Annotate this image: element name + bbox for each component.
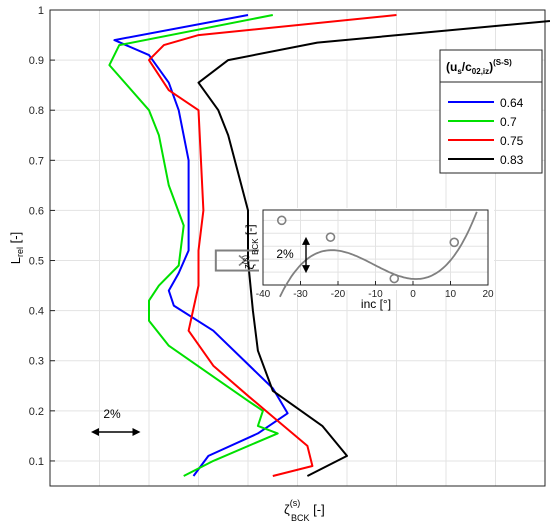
inset-series — [276, 211, 478, 298]
inset-x-ticks: -40 -30 -20 -10 0 10 20 — [256, 281, 494, 300]
legend-label: 0.64 — [500, 96, 524, 110]
inset-y-label-sub: BCK — [251, 238, 260, 255]
main-x-label-sub: BCK — [291, 513, 310, 523]
main-y-label-sub: rel — [15, 247, 25, 257]
inset-x-tick-label: 20 — [482, 289, 494, 300]
inset-data-marker — [325, 232, 336, 242]
main-y-tick-label: 0.8 — [29, 105, 44, 117]
inset-fit-curve — [279, 211, 478, 298]
main-axes-frame — [49, 9, 546, 487]
inset-background — [259, 208, 494, 290]
main-y-tick-label: 0.5 — [29, 256, 44, 268]
legend-box — [439, 49, 543, 174]
inset-x-tick-label: -10 — [368, 289, 383, 300]
legend-title: (us/c02,iz)(S-S) — [446, 58, 512, 76]
legend-title-mid: /c — [462, 60, 472, 74]
legend-title-sup: (S-S) — [493, 58, 512, 67]
legend-title-close: ) — [489, 60, 493, 74]
inset-data-marker — [389, 273, 400, 284]
inset-x-tick-label: -40 — [256, 289, 271, 300]
main-x-label-unit: [-] — [310, 502, 325, 517]
series-line-0.75 — [148, 14, 397, 477]
x-scale-label: 2% — [103, 407, 121, 421]
main-x-axis-label: ζ(s) BCK [-] — [284, 498, 325, 523]
main-y-tick-label: 0.6 — [29, 205, 44, 217]
main-x-label-sup: (s) — [290, 498, 301, 508]
x-scale-arrowhead-left — [91, 428, 99, 436]
x-scale-annotation: 2% — [91, 407, 141, 436]
highlight-arrow-head — [238, 254, 247, 267]
main-y-tick-label: 0.4 — [29, 306, 44, 318]
inset-y-label-sup: (s) — [241, 255, 250, 265]
series-line-0.7 — [108, 14, 279, 477]
legend-title-sub1: s — [457, 67, 462, 76]
inset-y-label-unit: [-] — [243, 224, 257, 238]
main-y-tick-label: 0.1 — [29, 456, 44, 468]
main-y-tick-label: 0.7 — [29, 155, 44, 167]
y-scale-label: 2% — [276, 247, 294, 261]
main-y-axis-label: Lrel [-] — [8, 232, 25, 264]
inset-y-label-main: ζ — [243, 264, 257, 270]
inset-x-tick-label: -30 — [293, 289, 308, 300]
series-line-0.83 — [197, 19, 550, 477]
inset-plot: -40 -30 -20 -10 0 10 20 inc [°] ζ(s)BCK [-] 2% — [241, 208, 494, 311]
main-y-label-unit: [-] — [8, 232, 23, 247]
main-y-tick-label: 0.2 — [29, 406, 44, 418]
main-y-tick-label: 1 — [38, 5, 44, 17]
inset-data-marker — [276, 215, 287, 226]
y-scale-annotation: 2% — [276, 236, 310, 274]
legend-label: 0.75 — [500, 134, 524, 148]
legend: (us/c02,iz)(S-S) 0.64 0.7 0.75 0.83 — [439, 49, 543, 174]
legend-title-base: (u — [446, 60, 457, 74]
main-x-label-main: ζ — [284, 502, 290, 517]
inset-y-axis-label: ζ(s)BCK [-] — [241, 224, 260, 269]
inset-x-tick-label: -20 — [331, 289, 346, 300]
legend-entries: 0.64 0.7 0.75 0.83 — [448, 96, 524, 167]
inset-data-marker — [449, 237, 460, 248]
legend-label: 0.7 — [500, 115, 517, 129]
x-scale-arrowhead-right — [132, 428, 141, 436]
main-y-tick-label: 0.3 — [29, 356, 44, 368]
inset-x-axis-label: inc [°] — [361, 297, 391, 311]
main-y-tick-label: 0.9 — [29, 55, 44, 67]
inset-x-tick-label: 10 — [445, 289, 457, 300]
inset-x-tick-label: 0 — [410, 289, 416, 300]
legend-label: 0.83 — [500, 153, 524, 167]
main-y-ticks: 0.1 0.2 0.3 0.4 0.5 0.6 0.7 0.8 0.9 1 — [29, 5, 55, 468]
legend-title-sub2: 02,iz — [472, 67, 489, 76]
main-y-label-main: L — [8, 257, 23, 264]
main-series — [108, 14, 550, 477]
y-scale-arrowhead-bottom — [302, 265, 310, 274]
y-scale-arrowhead-top — [302, 236, 310, 245]
